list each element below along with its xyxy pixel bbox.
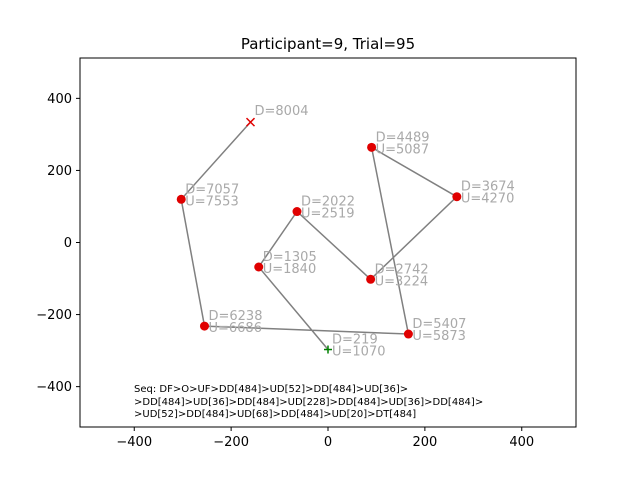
point-label-u: U=1840 <box>263 262 317 277</box>
y-tick-label: −200 <box>36 308 72 323</box>
point-label-u: U=5087 <box>376 142 430 157</box>
point-label-u: U=7553 <box>185 194 239 209</box>
chart-title: Participant=9, Trial=95 <box>241 35 415 53</box>
data-point <box>254 262 264 272</box>
data-point <box>452 192 462 202</box>
data-point <box>367 142 377 152</box>
x-tick-label: 0 <box>324 435 332 450</box>
point-label-u: U=3224 <box>375 274 429 289</box>
sequence-line-3: >UD[52]>DD[484]>UD[68]>DD[484]>UD[20]>DT… <box>134 409 416 420</box>
x-tick-label: 400 <box>509 435 534 450</box>
data-point <box>176 194 186 204</box>
point-label-d: D=4489 <box>376 130 430 145</box>
point-label-d: D=1305 <box>263 250 317 265</box>
plot-frame <box>79 57 577 428</box>
y-tick-label: 0 <box>64 236 72 251</box>
start-label-u: U=1070 <box>332 345 386 360</box>
point-label-d: D=5407 <box>412 317 466 332</box>
x-tick-label: −200 <box>213 435 249 450</box>
y-tick-label: 200 <box>47 164 72 179</box>
y-tick-label: −400 <box>36 380 72 395</box>
end-marker-b <box>245 117 256 127</box>
sequence-line-1: Seq: DF>O>UF>DD[484]>UD[52]>DD[484]>UD[3… <box>134 384 408 395</box>
end-label-d: D=8004 <box>255 104 309 119</box>
point-label-d: D=6238 <box>208 309 262 324</box>
x-tick-label: 200 <box>412 435 437 450</box>
data-point <box>292 207 302 217</box>
data-point <box>403 329 413 339</box>
x-tick-label: −400 <box>116 435 152 450</box>
start-label-d: D=219 <box>332 333 378 348</box>
y-tick-label: 400 <box>47 92 72 107</box>
sequence-line-2: >DD[484]>UD[36]>DD[484]>UD[228]>DD[484]>… <box>134 397 483 408</box>
point-label-d: D=3674 <box>461 180 515 195</box>
point-label-u: U=2519 <box>301 207 355 222</box>
data-point <box>366 274 376 284</box>
point-label-d: D=7057 <box>185 182 239 197</box>
point-label-d: D=2022 <box>301 195 355 210</box>
trajectory-line <box>180 121 459 350</box>
data-point <box>199 321 209 331</box>
point-label-d: D=2742 <box>375 262 429 277</box>
point-label-u: U=4270 <box>461 192 515 207</box>
point-label-u: U=6686 <box>208 321 262 336</box>
point-label-u: U=5873 <box>412 329 466 344</box>
